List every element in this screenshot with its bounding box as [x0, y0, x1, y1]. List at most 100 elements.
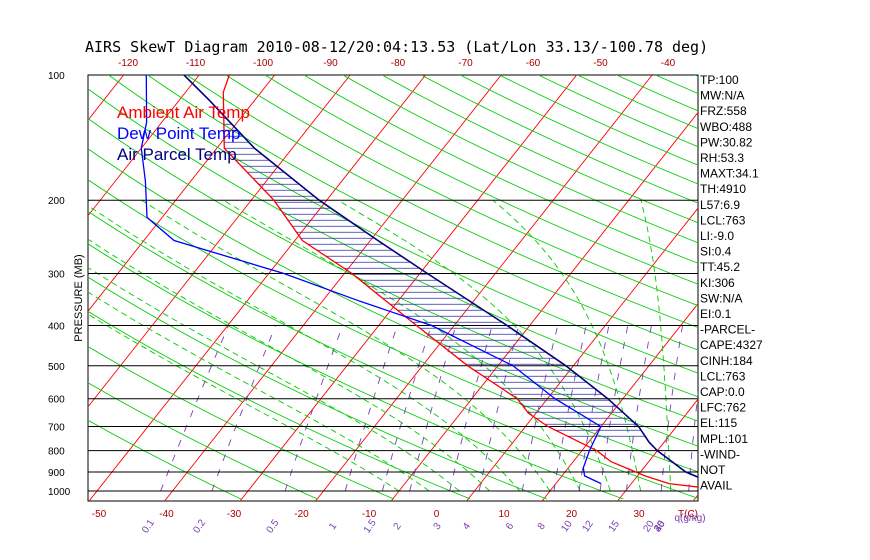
dry-adiabat-line [88, 243, 624, 500]
dry-adiabat-line [88, 117, 698, 422]
mixing-ratio-tick-label: 15 [607, 518, 623, 534]
mixing-ratio-tick-label: 2 [392, 521, 404, 532]
top-temperature-tick-label: -120 [118, 58, 138, 69]
dry-adiabat-line [303, 75, 698, 264]
dry-adiabat-line [734, 75, 870, 499]
stability-index: EI:0.1 [700, 307, 732, 321]
dry-adiabat-line [421, 75, 698, 204]
moist-adiabat-line [88, 238, 490, 492]
pressure-tick-label: 100 [48, 71, 65, 82]
dry-adiabat-line [225, 75, 698, 307]
profile-air-parcel-temp [183, 75, 698, 478]
dry-adiabat-line [538, 75, 698, 148]
moist-adiabat-line [223, 199, 581, 492]
stability-index: LCL:763 [700, 369, 746, 383]
top-temperature-tick-label: -100 [253, 58, 273, 69]
isotherm-line [0, 75, 48, 501]
plot-area [0, 74, 870, 502]
moist-adiabat-line [88, 291, 430, 492]
dry-adiabat-line [147, 75, 698, 351]
isotherm-line [164, 75, 502, 501]
pressure-tick-label: 400 [48, 321, 65, 332]
isobar-lines [88, 199, 698, 492]
mixing-ratio-tick-label: 4 [461, 521, 473, 532]
profile-lines [140, 75, 698, 488]
isotherm-line [88, 75, 351, 408]
dry-adiabat-line [851, 75, 870, 499]
stability-index: MAXT:34.1 [700, 167, 759, 181]
stability-index: NOT [700, 463, 726, 477]
stability-index: CAPE:4327 [700, 338, 763, 352]
pressure-tick-label: 600 [48, 395, 65, 406]
stability-index: AVAIL [700, 479, 733, 493]
mixing-ratio-tick-label: 1 [327, 521, 339, 532]
mixing-ratio-tick-label: 0.2 [191, 517, 208, 535]
pressure-tick-label: 300 [48, 269, 65, 280]
plot-frame [87, 74, 699, 502]
isotherm-line [88, 75, 200, 217]
dry-adiabat-line [88, 179, 698, 473]
legend: Ambient Air Temp Dew Point Temp Air Parcel… [117, 103, 250, 164]
legend-entry: Ambient Air Temp [117, 103, 250, 122]
stability-index: LCL:763 [700, 213, 746, 227]
moist-adiabat-line [141, 199, 551, 492]
mixing-ratio-tick-label: 10 [559, 518, 575, 534]
pressure-tick-label: 1000 [48, 487, 71, 498]
dry-adiabat-line [499, 75, 698, 166]
pressure-tick-labels: 100 200 300 400 500 600 700 800 900 1000 [48, 71, 71, 498]
bottom-temperature-tick-label: -50 [92, 509, 107, 520]
mixing-ratio-tick-label: 6 [504, 521, 516, 532]
bottom-temperature-tick-label: -30 [227, 509, 242, 520]
bottom-temperature-unit: T(C) [678, 509, 698, 520]
mixing-ratio-tick-label: 8 [536, 521, 548, 532]
stability-index: EL:115 [700, 416, 737, 430]
dry-adiabat-line [88, 210, 698, 499]
mixing-ratio-line [381, 325, 432, 492]
top-temperature-tick-label: -50 [593, 58, 608, 69]
dry-adiabat-line [342, 75, 698, 244]
y-axis-label: PRESSURE (MB) [73, 254, 85, 341]
moist-adiabat-line [640, 200, 672, 491]
bottom-temperature-tick-label: -20 [294, 509, 309, 520]
top-temperature-tick-label: -90 [323, 58, 338, 69]
mixing-ratio-line [344, 325, 398, 492]
mixing-ratio-tick-label: 0.1 [140, 517, 157, 535]
mixing-ratio-line [160, 325, 229, 492]
pressure-tick-label: 900 [48, 468, 65, 479]
mixing-ratio-line [599, 325, 629, 492]
dry-adiabat-line [88, 88, 698, 398]
bottom-temperature-tick-label: 0 [434, 509, 440, 520]
pressure-tick-label: 200 [48, 196, 65, 207]
stability-index: TT:45.2 [700, 260, 740, 274]
mixing-ratio-tick-label: 0.5 [265, 517, 282, 535]
dry-adiabat-line [655, 75, 698, 94]
dry-adiabat-line [381, 75, 698, 224]
stability-index: WBO:488 [700, 120, 752, 134]
stability-index: LI:-9.0 [700, 229, 734, 243]
top-temperature-tick-label: -110 [186, 58, 206, 69]
bottom-temperature-tick-label: 20 [566, 509, 578, 520]
isotherm-line [844, 75, 870, 501]
mixing-ratio-tick-label: 1.5 [362, 517, 379, 535]
mixing-ratio-tick-label: 12 [580, 518, 596, 534]
bottom-temperature-tick-label: 10 [498, 509, 510, 520]
mixing-ratio-tick-label: 3 [432, 521, 444, 532]
dry-adiabat-line [88, 276, 547, 500]
dry-adiabat-line [88, 345, 395, 500]
stability-index: L57:6.9 [700, 198, 740, 212]
mixing-ratio-unit: q(g/kg) [674, 513, 705, 524]
bottom-temperature-tick-label: 30 [633, 509, 645, 520]
stability-index: RH:53.3 [700, 151, 744, 165]
top-temperature-tick-label: -60 [526, 58, 541, 69]
dry-adiabat-line [88, 310, 471, 500]
moist-adiabat-line [337, 199, 611, 492]
mixing-ratio-tick-label: 40 [652, 518, 668, 534]
stability-index: KI:306 [700, 276, 735, 290]
profile-dew-point-temp [140, 75, 602, 485]
dry-adiabat-line [88, 419, 242, 500]
stability-index: LFC:762 [700, 401, 746, 415]
stability-index: TH:4910 [700, 182, 746, 196]
